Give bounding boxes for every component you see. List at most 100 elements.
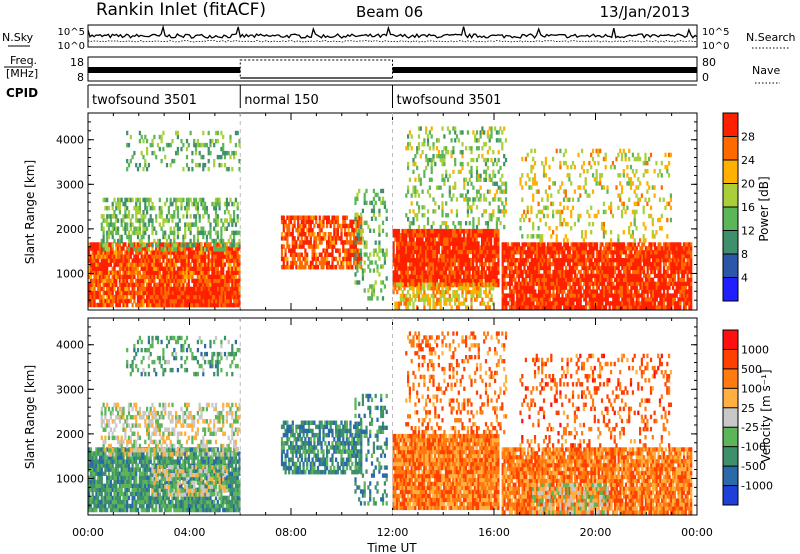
data-cell — [441, 201, 444, 206]
data-cell — [160, 210, 163, 215]
data-cell — [118, 270, 122, 275]
data-cell — [403, 278, 406, 284]
data-cell — [439, 282, 442, 287]
data-cell — [477, 274, 480, 279]
data-cell — [493, 249, 496, 255]
data-cell — [185, 270, 189, 275]
data-cell — [599, 246, 602, 251]
data-cell — [127, 266, 131, 271]
data-cell — [565, 254, 568, 259]
data-cell — [552, 269, 555, 275]
data-cell — [295, 244, 298, 249]
data-cell — [140, 258, 143, 263]
data-cell — [236, 278, 239, 284]
data-cell — [590, 254, 593, 259]
data-cell — [144, 274, 147, 280]
data-cell — [425, 262, 428, 267]
data-cell — [527, 258, 530, 263]
data-cell — [234, 266, 238, 271]
data-cell — [606, 246, 609, 251]
data-cell — [396, 290, 399, 295]
data-cell — [462, 257, 466, 263]
data-cell — [435, 253, 439, 259]
data-cell — [175, 222, 178, 227]
data-cell — [501, 246, 504, 251]
data-cell — [595, 242, 599, 247]
data-cell — [291, 244, 294, 249]
data-cell — [521, 305, 524, 310]
data-cell — [186, 294, 189, 300]
data-cell — [483, 169, 486, 175]
data-cell — [184, 274, 187, 280]
data-cell — [326, 248, 329, 253]
data-cell — [470, 297, 473, 302]
data-cell — [450, 274, 453, 279]
data-cell — [416, 270, 419, 275]
data-cell — [111, 226, 114, 232]
data-cell — [307, 215, 311, 221]
data-cell — [189, 270, 192, 275]
data-cell — [421, 278, 424, 284]
data-cell — [534, 246, 537, 251]
data-cell — [421, 189, 424, 194]
data-cell — [588, 254, 591, 259]
data-cell — [488, 257, 491, 263]
data-cell — [466, 270, 469, 275]
data-cell — [612, 285, 615, 290]
data-cell — [194, 205, 198, 211]
data-cell — [184, 226, 187, 232]
data-cell — [180, 146, 183, 152]
data-cell — [426, 262, 430, 267]
data-cell — [122, 214, 125, 219]
data-cell — [421, 286, 424, 291]
data-cell — [604, 269, 608, 275]
data-cell — [450, 228, 453, 234]
data-cell — [187, 302, 191, 308]
data-cell — [588, 273, 591, 279]
data-cell — [120, 286, 123, 292]
data-cell — [448, 173, 451, 179]
data-cell — [169, 274, 172, 280]
data-cell — [117, 302, 120, 308]
data-cell — [211, 290, 214, 296]
data-cell — [164, 254, 167, 259]
data-cell — [372, 268, 376, 273]
data-cell — [536, 305, 539, 310]
data-cell — [171, 290, 174, 296]
data-cell — [223, 218, 227, 223]
data-cell — [416, 150, 419, 155]
data-cell — [490, 266, 493, 271]
data-cell — [437, 228, 440, 234]
data-cell — [102, 262, 105, 267]
data-cell — [465, 197, 468, 202]
data-cell — [565, 301, 568, 306]
data-cell — [234, 294, 238, 300]
data-cell — [189, 242, 192, 248]
data-cell — [470, 245, 473, 250]
data-cell — [187, 222, 190, 227]
data-cell — [459, 301, 462, 306]
data-cell — [93, 282, 96, 288]
data-cell — [581, 250, 584, 255]
data-cell — [421, 245, 424, 250]
data-cell — [189, 246, 192, 251]
data-cell — [527, 242, 530, 247]
data-cell — [436, 282, 439, 287]
data-cell — [326, 244, 329, 249]
data-cell — [443, 282, 446, 287]
data-cell — [455, 213, 459, 218]
data-cell — [222, 142, 225, 148]
data-cell — [202, 294, 205, 300]
data-cell — [333, 256, 336, 262]
data-cell — [106, 254, 109, 259]
data-cell — [345, 260, 348, 266]
data-cell — [175, 247, 178, 252]
data-cell — [165, 246, 169, 251]
data-cell — [340, 264, 343, 270]
data-cell — [327, 215, 330, 221]
data-cell — [126, 197, 129, 203]
data-cell — [423, 138, 426, 143]
data-cell — [146, 138, 149, 144]
data-cell — [184, 266, 187, 271]
data-cell — [144, 158, 147, 164]
